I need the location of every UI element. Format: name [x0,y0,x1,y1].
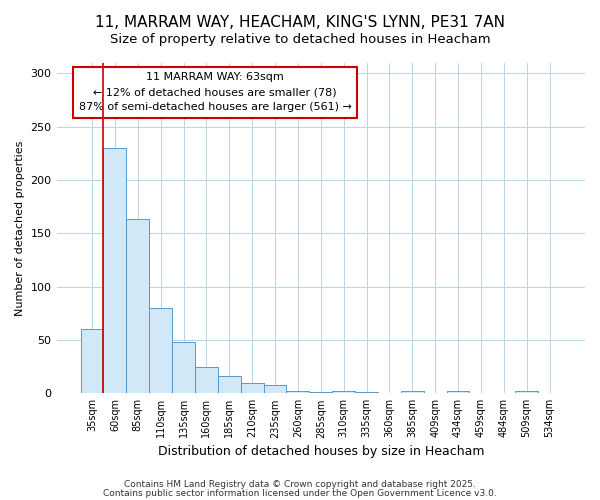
Bar [515,391,538,394]
Y-axis label: Number of detached properties: Number of detached properties [15,140,25,316]
Bar [218,376,241,394]
Bar [103,148,127,394]
Bar [172,342,195,394]
Bar [263,385,286,394]
Text: Contains public sector information licensed under the Open Government Licence v3: Contains public sector information licen… [103,488,497,498]
Bar [149,308,172,394]
Bar [286,391,310,394]
Bar [241,382,263,394]
Text: 11 MARRAM WAY: 63sqm
← 12% of detached houses are smaller (78)
87% of semi-detac: 11 MARRAM WAY: 63sqm ← 12% of detached h… [79,72,352,112]
Bar [355,392,378,394]
Text: Size of property relative to detached houses in Heacham: Size of property relative to detached ho… [110,32,490,46]
Bar [195,366,218,394]
Text: Contains HM Land Registry data © Crown copyright and database right 2025.: Contains HM Land Registry data © Crown c… [124,480,476,489]
Text: 11, MARRAM WAY, HEACHAM, KING'S LYNN, PE31 7AN: 11, MARRAM WAY, HEACHAM, KING'S LYNN, PE… [95,15,505,30]
Bar [310,392,332,394]
Bar [446,391,469,394]
Bar [401,391,424,394]
Bar [127,220,149,394]
X-axis label: Distribution of detached houses by size in Heacham: Distribution of detached houses by size … [158,444,484,458]
Bar [332,391,355,394]
Bar [80,330,103,394]
